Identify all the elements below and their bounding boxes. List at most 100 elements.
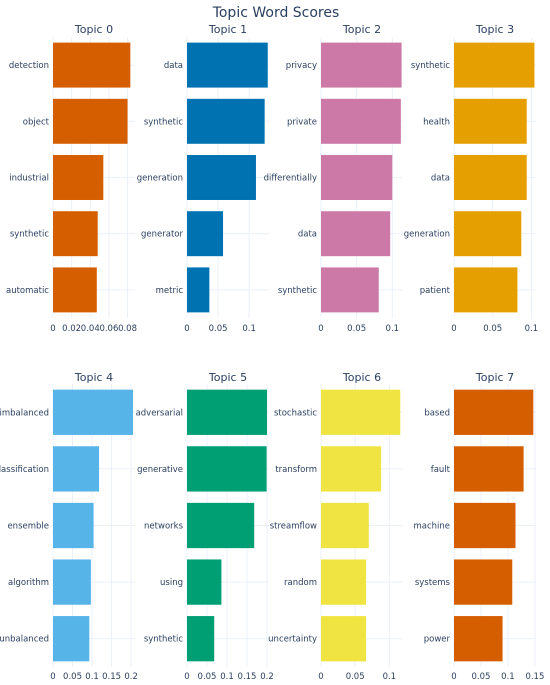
category-label: stochastic	[274, 408, 317, 418]
x-tick-label: 0	[184, 324, 189, 334]
category-label: streamflow	[270, 522, 317, 532]
category-label: privacy	[286, 61, 317, 71]
bar	[454, 502, 516, 549]
bar	[454, 98, 527, 144]
panel-title: Topic 2	[342, 23, 381, 36]
bar	[187, 211, 224, 257]
bar	[454, 389, 534, 435]
category-label: using	[160, 578, 183, 588]
bar	[454, 42, 535, 88]
x-tick-label: 0.02	[62, 324, 81, 334]
x-tick-label: 0.04	[81, 324, 100, 334]
category-label: metric	[156, 286, 184, 296]
bar	[321, 616, 367, 662]
x-tick-label: 0.05	[472, 672, 491, 682]
category-label: adversarial	[136, 408, 183, 418]
category-label: classification	[0, 465, 49, 475]
x-tick-label: 0	[50, 324, 55, 334]
category-label: private	[287, 117, 317, 127]
bar	[53, 155, 104, 200]
x-tick-label: 0.05	[63, 672, 82, 682]
x-tick-label: 0	[451, 324, 456, 334]
bar	[321, 389, 401, 435]
x-tick-label: 0.1	[220, 672, 234, 682]
x-tick-label: 0.1	[383, 672, 397, 682]
category-label: health	[423, 117, 450, 127]
category-label: uncertainty	[268, 635, 317, 645]
category-label: synthetic	[144, 117, 183, 127]
x-tick-label: 0.05	[346, 672, 365, 682]
category-label: patient	[420, 286, 451, 296]
category-label: synthetic	[144, 635, 183, 645]
x-tick-label: 0.06	[99, 324, 118, 334]
x-tick-label: 0.05	[209, 324, 228, 334]
category-label: ensemble	[7, 522, 49, 532]
x-tick-label: 0.08	[118, 324, 137, 334]
x-tick-label: 0.2	[260, 672, 274, 682]
category-label: generation	[404, 230, 450, 240]
category-label: data	[431, 174, 450, 184]
chart-title: Topic Word Scores	[212, 5, 340, 21]
category-label: generator	[141, 230, 183, 240]
bar	[53, 502, 94, 549]
panel-title: Topic 4	[74, 371, 113, 384]
bar	[454, 155, 527, 200]
category-label: object	[23, 117, 50, 127]
x-tick-label: 0.15	[102, 672, 121, 682]
category-label: generative	[137, 465, 183, 475]
panel-title: Topic 0	[74, 23, 113, 36]
x-tick-label: 0.15	[525, 672, 544, 682]
category-label: generation	[137, 174, 183, 184]
bar	[321, 446, 382, 492]
bar	[53, 389, 134, 435]
bar	[454, 211, 522, 257]
bar	[321, 211, 391, 257]
bar	[53, 211, 98, 257]
bar	[187, 42, 268, 88]
bar	[321, 267, 379, 313]
x-tick-label: 0.1	[85, 672, 99, 682]
panel-title: Topic 5	[208, 371, 247, 384]
category-label: data	[298, 230, 317, 240]
category-label: differentially	[264, 174, 317, 184]
category-label: algorithm	[8, 578, 49, 588]
panel-title: Topic 1	[208, 23, 247, 36]
x-tick-label: 0.1	[386, 324, 400, 334]
category-label: fault	[431, 465, 451, 475]
bar	[321, 42, 402, 88]
category-label: synthetic	[411, 61, 450, 71]
bar	[187, 267, 210, 313]
x-tick-label: 0	[50, 672, 55, 682]
category-label: random	[284, 578, 317, 588]
bar	[187, 446, 267, 492]
bar	[187, 389, 267, 435]
panel-title: Topic 3	[475, 23, 514, 36]
category-label: data	[164, 61, 183, 71]
panel-title: Topic 6	[342, 371, 381, 384]
bar	[321, 502, 369, 549]
bar	[321, 559, 367, 605]
category-label: systems	[415, 578, 451, 588]
bar	[454, 559, 513, 605]
x-tick-label: 0.1	[525, 324, 539, 334]
category-label: transform	[275, 465, 317, 475]
x-tick-label: 0.2	[124, 672, 138, 682]
category-label: power	[424, 635, 451, 645]
bar	[53, 267, 97, 313]
category-label: networks	[144, 522, 184, 532]
bar	[53, 446, 100, 492]
x-tick-label: 0.15	[238, 672, 257, 682]
category-label: detection	[9, 61, 49, 71]
bar	[187, 559, 222, 605]
x-tick-label: 0	[184, 672, 189, 682]
bar	[53, 616, 90, 662]
category-label: based	[424, 408, 450, 418]
bar	[187, 502, 255, 549]
bar	[187, 98, 265, 144]
bar	[454, 446, 524, 492]
bar	[53, 98, 128, 144]
category-label: automatic	[6, 286, 49, 296]
bar	[187, 155, 256, 200]
bar	[53, 42, 131, 88]
